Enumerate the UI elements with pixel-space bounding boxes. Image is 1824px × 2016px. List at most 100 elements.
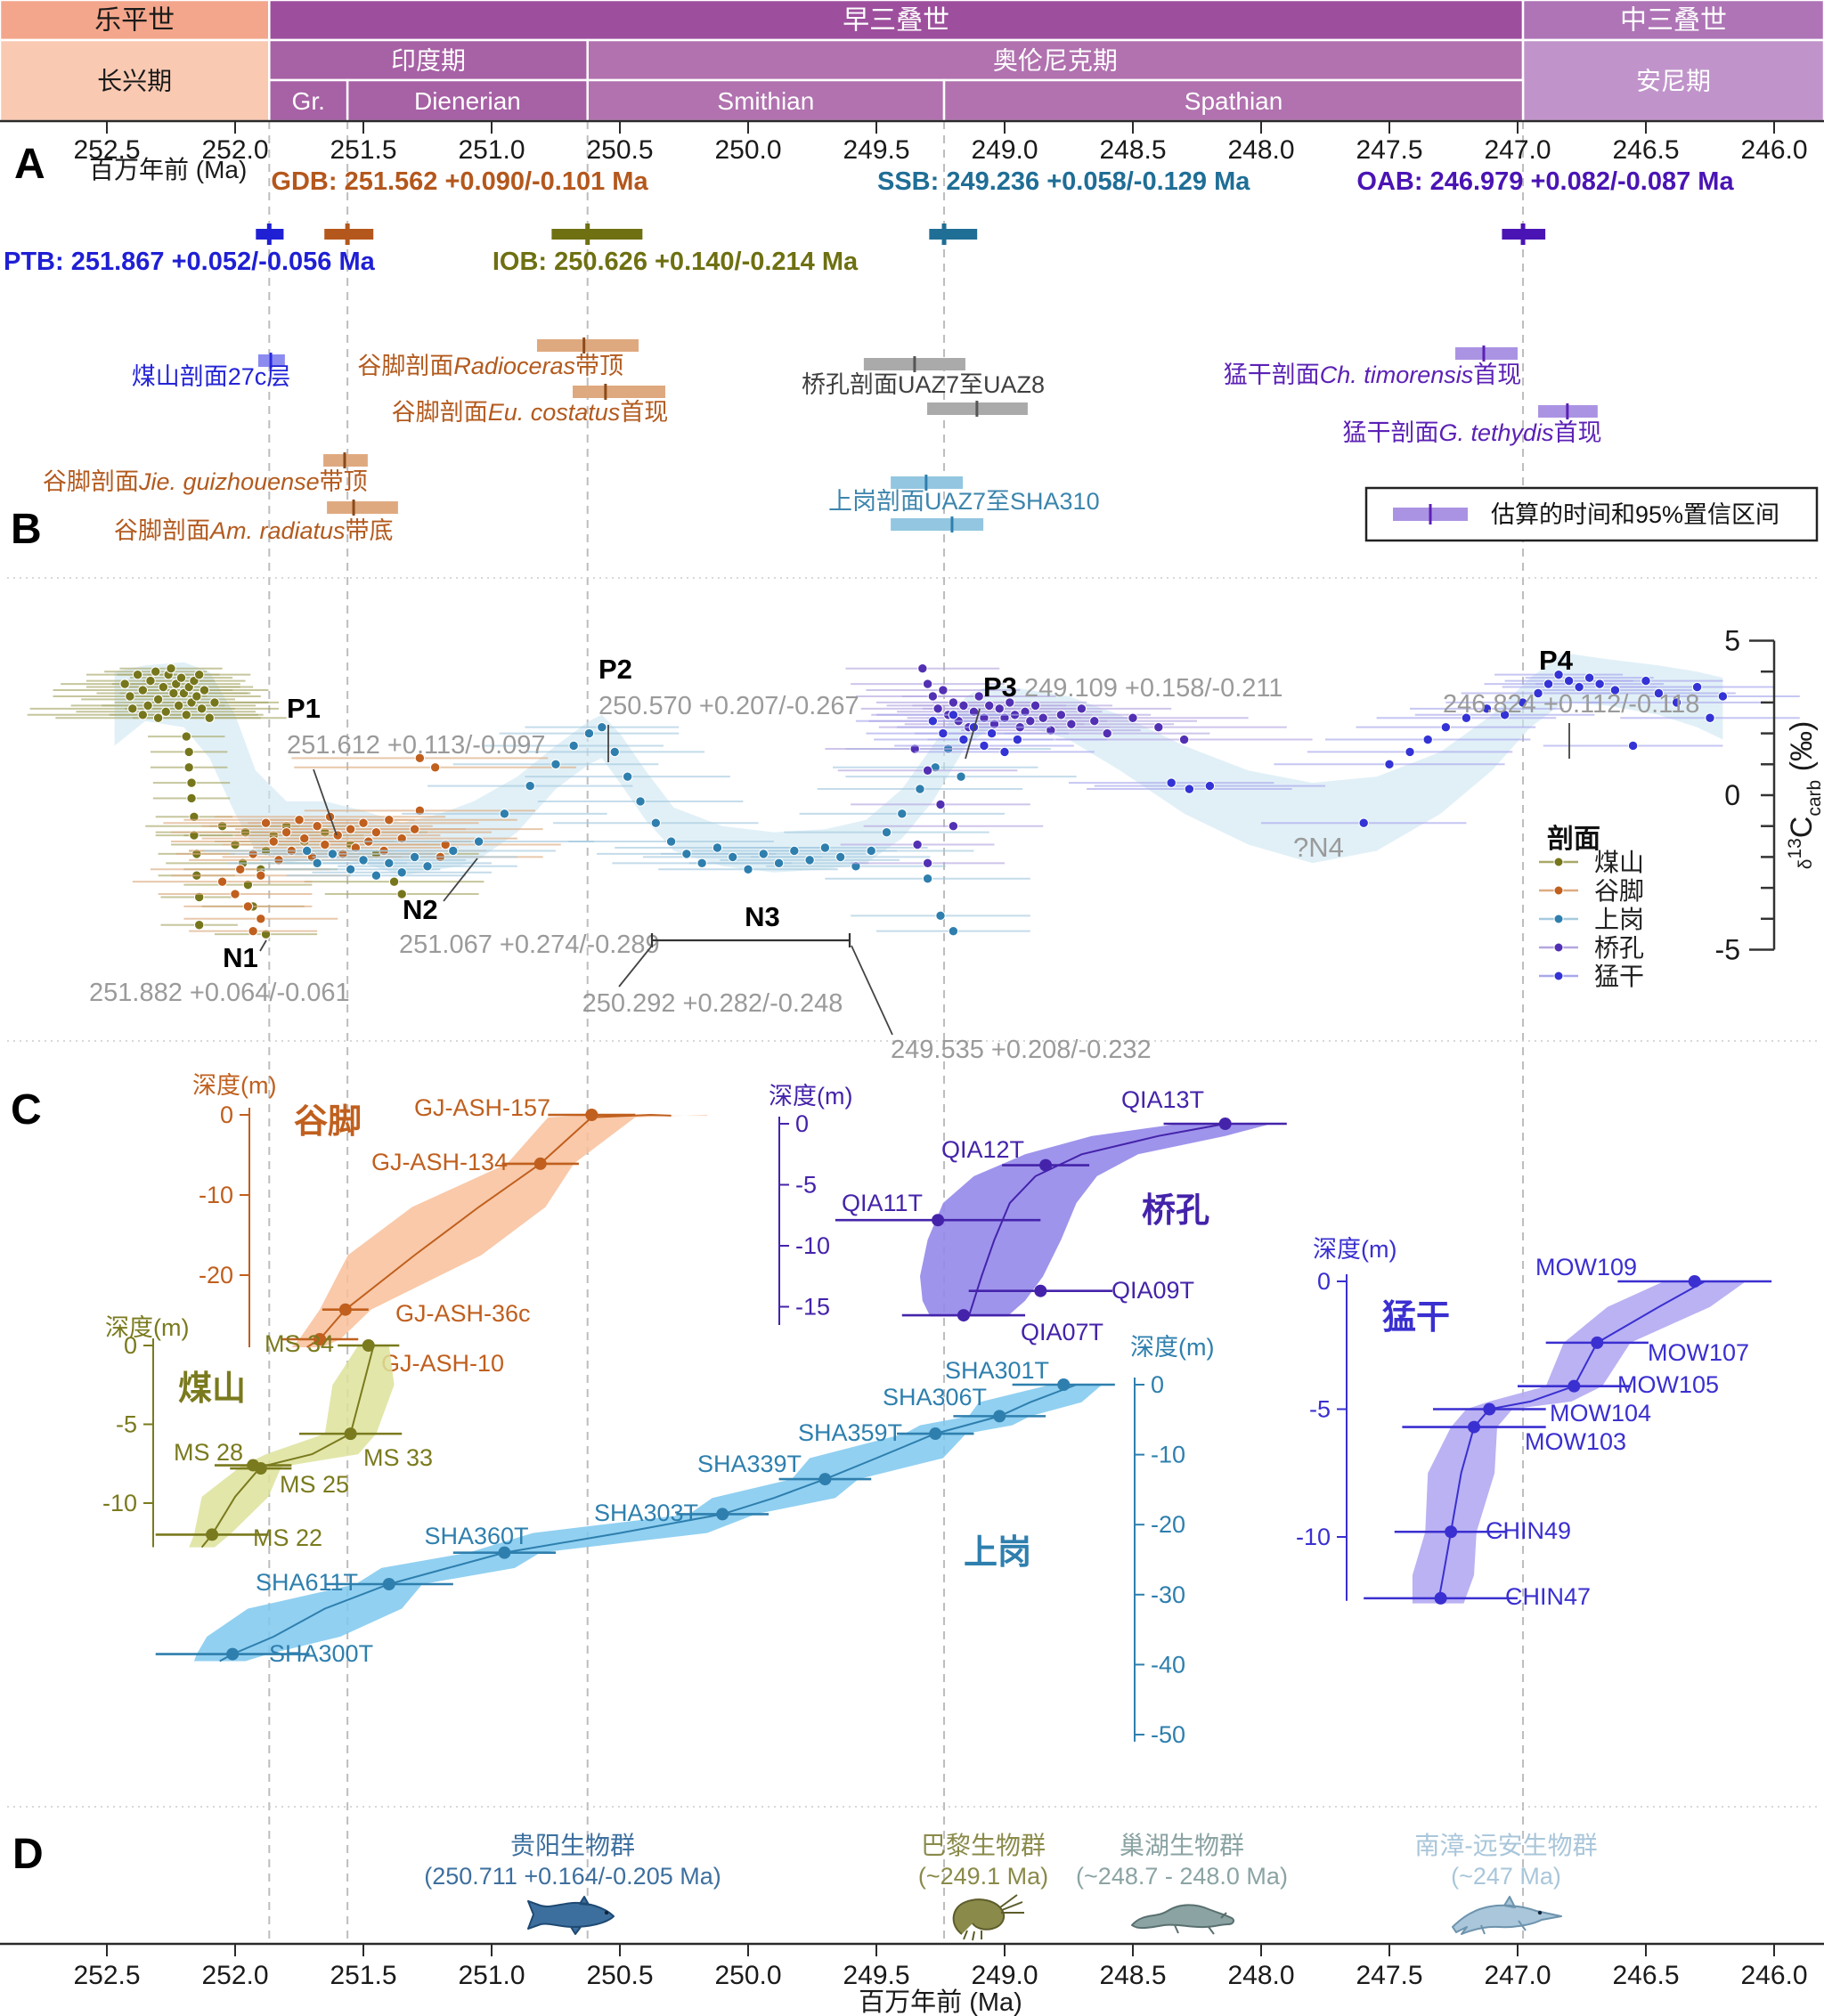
qiaokong-sample-label: QIA07T bbox=[1021, 1319, 1103, 1345]
panel-a: PTB: 251.867 +0.052/-0.056 Ma GDB: 251.56… bbox=[4, 167, 1819, 544]
series-煤山 bbox=[27, 663, 484, 939]
annotation-n3: N3 bbox=[745, 901, 780, 932]
panel-b: 5 0 -5 δ13Ccarb (‰) P1 251.612 +0.113/-0.097 P… bbox=[27, 625, 1824, 1064]
timescale-cell-label: 乐平世 bbox=[94, 6, 175, 36]
bottom-axis-tick-label: 247.5 bbox=[1356, 1961, 1422, 1990]
mengan-sample-point bbox=[1688, 1275, 1701, 1288]
data-point bbox=[932, 703, 943, 714]
data-point bbox=[927, 691, 939, 702]
data-point bbox=[922, 765, 933, 776]
annotation-n3-left-value: 250.292 +0.282/-0.248 bbox=[582, 989, 843, 1018]
annotation-n2: N2 bbox=[403, 894, 438, 925]
data-point bbox=[938, 685, 949, 695]
bali-biota-name: 巴黎生物群 bbox=[921, 1832, 1046, 1859]
shanggang-sample-point bbox=[498, 1546, 511, 1559]
data-point bbox=[1518, 697, 1528, 708]
data-point bbox=[256, 870, 266, 881]
data-point bbox=[268, 836, 279, 847]
data-point bbox=[119, 679, 130, 689]
meishan-centerline bbox=[200, 1345, 375, 1549]
data-point bbox=[248, 925, 258, 937]
data-point bbox=[1012, 734, 1023, 745]
nanzhang-yuanan-biota-icon bbox=[1452, 1896, 1562, 1935]
data-point bbox=[230, 889, 240, 899]
data-point bbox=[312, 821, 322, 832]
mengan-sample-point bbox=[1434, 1591, 1447, 1605]
shanggang-sample-label: SHA611T bbox=[256, 1569, 358, 1596]
data-point bbox=[819, 842, 831, 853]
bottom-axis-tick-label: 252.0 bbox=[201, 1961, 268, 1990]
meishan-title: 煤山 bbox=[178, 1370, 246, 1408]
data-point bbox=[922, 873, 933, 884]
data-point bbox=[384, 858, 395, 869]
data-point bbox=[1025, 716, 1036, 727]
ssb-error-bar bbox=[929, 229, 978, 240]
qiaokong-sample-label: QIA11T bbox=[842, 1190, 923, 1216]
panel-letter-c: C bbox=[11, 1086, 42, 1134]
qiaokong-sample-label: QIA09T bbox=[1112, 1277, 1194, 1304]
shanggang-uaz-bar-2 bbox=[891, 518, 984, 531]
panel-a-legend-text: 估算的时间和95%置信区间 bbox=[1491, 501, 1779, 528]
radioceras-bar bbox=[536, 339, 639, 352]
top-axis-tick-label: 249.0 bbox=[971, 135, 1038, 165]
data-point bbox=[568, 740, 579, 752]
data-point bbox=[1184, 784, 1195, 794]
legend-item-煤山: 煤山 bbox=[1594, 849, 1644, 876]
data-point bbox=[473, 836, 484, 847]
shanggang-sample-label: SHA303T bbox=[594, 1500, 698, 1526]
annotation-n1: N1 bbox=[223, 942, 258, 973]
data-point bbox=[327, 849, 338, 859]
bottom-axis-tick-label: 246.0 bbox=[1740, 1961, 1807, 1990]
chaohu-biota-name: 巢湖生物群 bbox=[1120, 1832, 1244, 1859]
data-point bbox=[622, 771, 633, 782]
fish-icon bbox=[527, 1896, 615, 1935]
data-point bbox=[984, 700, 995, 711]
data-point bbox=[973, 691, 984, 702]
eu-costatus-bar-label: 谷脚剖面Eu. costatus首现 bbox=[392, 399, 669, 426]
legend-marker-dot bbox=[1553, 885, 1564, 896]
data-point bbox=[650, 817, 662, 828]
bottom-axis-tick-label: 250.0 bbox=[714, 1961, 781, 1990]
data-point bbox=[158, 681, 169, 693]
guiyang-biota-name: 贵阳生物群 bbox=[510, 1832, 635, 1859]
data-point bbox=[866, 845, 876, 857]
data-point bbox=[635, 796, 646, 807]
top-axis-tick-label: 250.0 bbox=[714, 135, 781, 165]
data-point bbox=[958, 700, 969, 711]
data-point bbox=[804, 855, 815, 866]
data-point bbox=[132, 669, 143, 680]
data-point bbox=[1178, 734, 1190, 745]
shanggang-uaz-bar-1-label: 上岗剖面UAZ7至SHA310 bbox=[828, 488, 1100, 515]
data-point bbox=[1005, 697, 1015, 708]
gujiao-sample-point bbox=[533, 1157, 547, 1170]
shanggang-sample-point bbox=[1057, 1378, 1071, 1391]
shanggang-sample-label: SHA300T bbox=[269, 1640, 373, 1667]
data-point bbox=[137, 685, 149, 695]
annotation-p3: P3 bbox=[983, 671, 1017, 703]
data-point bbox=[384, 815, 395, 825]
data-point bbox=[1102, 728, 1112, 739]
timescale-cell-label: Dienerian bbox=[414, 87, 521, 115]
data-point bbox=[1166, 777, 1177, 788]
data-point bbox=[260, 817, 272, 828]
top-axis-title: 百万年前 (Ma) bbox=[89, 156, 247, 183]
bottom-axis-tick-label: 246.5 bbox=[1612, 1961, 1679, 1990]
top-axis-tick-label: 251.5 bbox=[330, 135, 396, 165]
data-point bbox=[922, 679, 933, 689]
iob-error-bar bbox=[551, 229, 643, 240]
data-point bbox=[193, 669, 205, 680]
qiaokong-sample-point bbox=[957, 1309, 970, 1322]
data-point bbox=[1499, 710, 1510, 720]
shanggang-depth-tick-label: -50 bbox=[1151, 1721, 1185, 1748]
data-point bbox=[409, 824, 420, 834]
data-point bbox=[1653, 687, 1665, 699]
mengan-sample-label: CHIN47 bbox=[1505, 1583, 1591, 1610]
data-point bbox=[665, 836, 677, 847]
top-axis-tick-label: 252.0 bbox=[201, 135, 268, 165]
data-point bbox=[1543, 679, 1554, 689]
data-point bbox=[525, 780, 535, 792]
qiaokong-sample-point bbox=[1218, 1118, 1232, 1130]
bottom-axis-tick-label: 248.5 bbox=[1099, 1961, 1166, 1990]
shanggang-sample-point bbox=[993, 1410, 1006, 1423]
